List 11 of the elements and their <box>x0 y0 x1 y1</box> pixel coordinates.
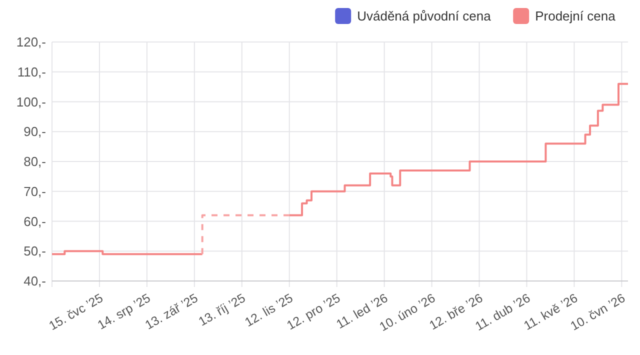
y-tick-label: 70,- <box>24 184 46 199</box>
y-tick-label: 100,- <box>16 94 46 110</box>
y-tick-label: 120,- <box>16 34 46 50</box>
y-tick-label: 110,- <box>17 64 46 80</box>
y-tick-label: 40,- <box>24 274 46 289</box>
y-tick-label: 80,- <box>24 154 46 170</box>
legend-label: Prodejní cena <box>535 8 616 24</box>
legend-label: Uváděná původní cena <box>357 8 492 24</box>
y-tick-label: 90,- <box>24 124 46 140</box>
y-tick-label: 50,- <box>24 244 46 259</box>
y-tick-label: 60,- <box>24 214 46 229</box>
